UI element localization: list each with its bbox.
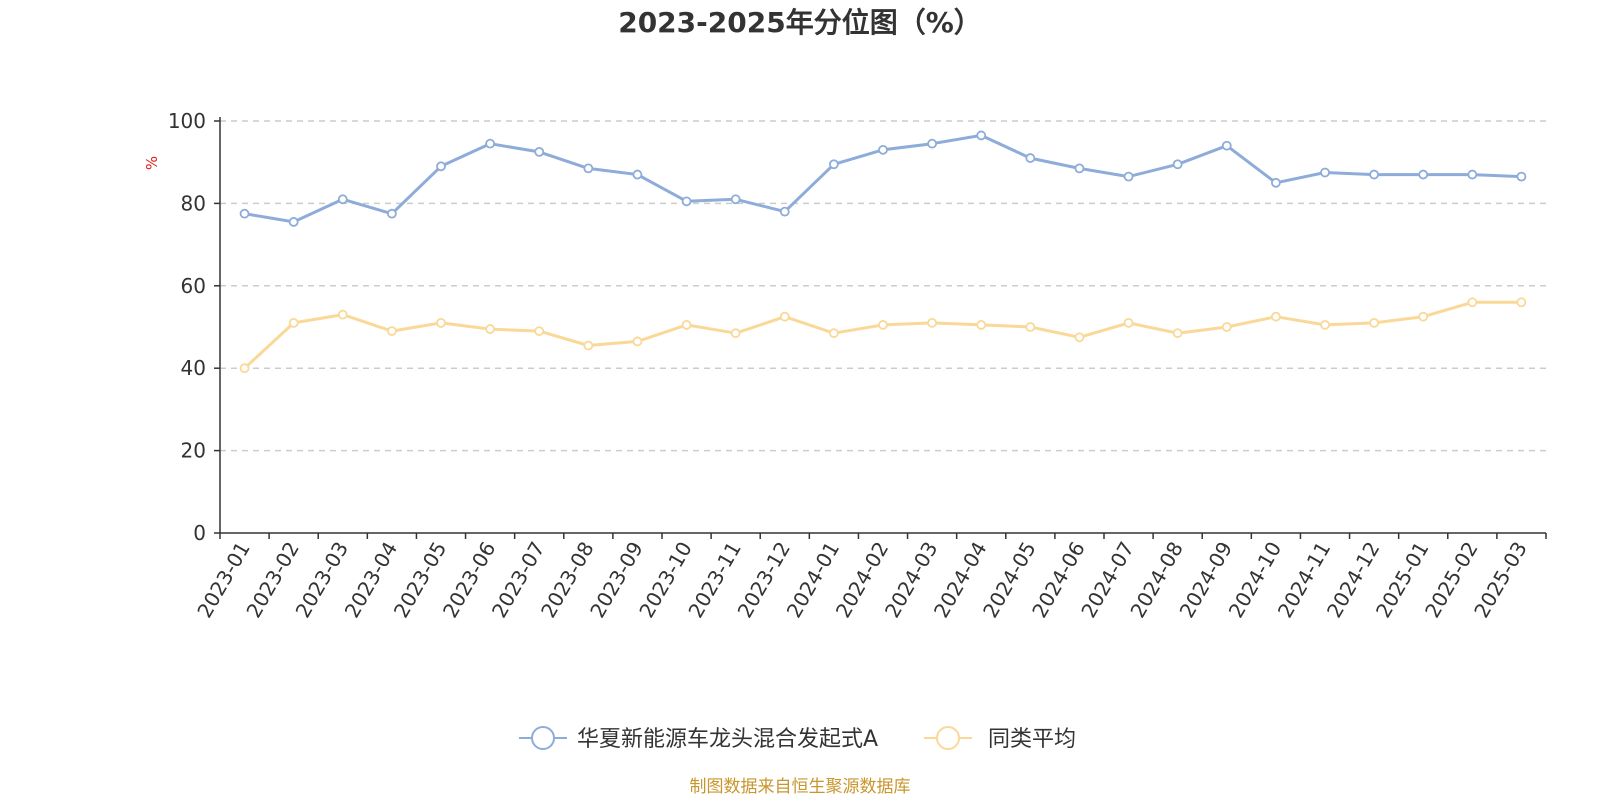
series-1-point-14 [927, 138, 938, 149]
series-2-point-19 [1172, 328, 1183, 339]
series-1-point-1 [288, 217, 299, 227]
series-2-point-17 [1074, 332, 1085, 343]
series-1-point-2 [337, 194, 348, 205]
series-1-point-6 [534, 146, 545, 157]
series-2-point-24 [1418, 311, 1429, 322]
y-tick-label-1: 20 [181, 439, 206, 463]
series-1-point-11 [779, 206, 790, 217]
series-1-point-3 [386, 208, 397, 219]
grid-lines [220, 120, 1546, 452]
series-1 [239, 130, 1527, 227]
series-2-point-22 [1320, 320, 1330, 330]
series-1-point-22 [1320, 167, 1330, 178]
series-2-point-2 [337, 309, 348, 320]
series-2-point-18 [1123, 317, 1134, 328]
series-1-point-18 [1123, 171, 1134, 182]
series-2-point-10 [730, 328, 741, 339]
series-1-point-19 [1172, 159, 1183, 170]
legend: 华夏新能源车龙头混合发起式A 同类平均 [519, 726, 1076, 752]
series-1-point-9 [681, 196, 692, 207]
series-2-point-12 [828, 328, 839, 339]
x-tick-labels: 2023-012023-022023-032023-042023-052023-… [192, 537, 1531, 621]
series-2-point-6 [534, 326, 545, 337]
series-1-point-20 [1221, 140, 1232, 151]
series-2-point-23 [1369, 317, 1380, 328]
series-2-point-4 [436, 317, 446, 328]
y-tick-label-2: 40 [181, 356, 206, 380]
y-tick-label-0: 0 [193, 521, 206, 545]
series-2-point-5 [485, 324, 496, 334]
legend-item-series-1[interactable]: 华夏新能源车龙头混合发起式A [519, 726, 878, 752]
legend-item-series-2[interactable]: 同类平均 [924, 726, 1076, 752]
series-1-point-21 [1270, 177, 1281, 188]
legend-marker-2 [936, 726, 960, 750]
series-2-point-8 [632, 336, 643, 347]
series-1-point-25 [1467, 169, 1478, 180]
series-1-point-5 [485, 138, 496, 149]
series-1-point-13 [878, 144, 888, 155]
series-1-point-7 [583, 163, 594, 174]
series-1-point-26 [1516, 171, 1527, 182]
series-1-point-10 [730, 194, 741, 205]
series-2-point-15 [976, 320, 987, 330]
series-2-point-1 [288, 317, 299, 328]
series-2-point-9 [681, 320, 692, 330]
series-1-point-8 [632, 169, 643, 180]
series-1-point-12 [828, 159, 839, 170]
series-1-point-4 [436, 161, 446, 172]
axes [214, 117, 1547, 539]
series-1-point-24 [1418, 169, 1429, 180]
chart-title: 2023-2025年分位图（%） [618, 6, 982, 39]
series-2-point-13 [878, 320, 888, 330]
series-group [239, 130, 1527, 374]
series-2-point-0 [239, 363, 250, 374]
series-1-point-15 [976, 130, 987, 141]
series-2-point-21 [1270, 311, 1281, 322]
series-2-line [243, 300, 1522, 370]
series-1-point-17 [1074, 163, 1085, 174]
series-2-point-20 [1221, 322, 1232, 332]
series-2-point-11 [779, 311, 790, 322]
y-tick-label-4: 80 [181, 191, 206, 215]
series-2-point-7 [583, 340, 594, 351]
series-2 [239, 297, 1527, 374]
series-2-point-26 [1516, 297, 1527, 308]
series-1-point-16 [1025, 153, 1036, 163]
series-2-point-14 [927, 317, 938, 328]
y-tick-labels: 0 20 40 60 80 100 [168, 109, 206, 545]
y-tick-label-3: 60 [181, 274, 206, 298]
legend-label-1: 华夏新能源车龙头混合发起式A [577, 727, 878, 752]
series-2-point-25 [1467, 297, 1478, 308]
series-1-point-0 [239, 208, 250, 219]
series-1-point-23 [1369, 169, 1380, 180]
legend-label-2: 同类平均 [988, 727, 1076, 752]
legend-marker-1 [531, 726, 555, 750]
series-2-point-3 [386, 326, 397, 337]
series-2-point-16 [1025, 322, 1036, 332]
y-tick-label-5: 100 [168, 109, 206, 133]
y-axis-label: % [143, 156, 161, 170]
source-note: 制图数据来自恒生聚源数据库 [690, 777, 911, 797]
